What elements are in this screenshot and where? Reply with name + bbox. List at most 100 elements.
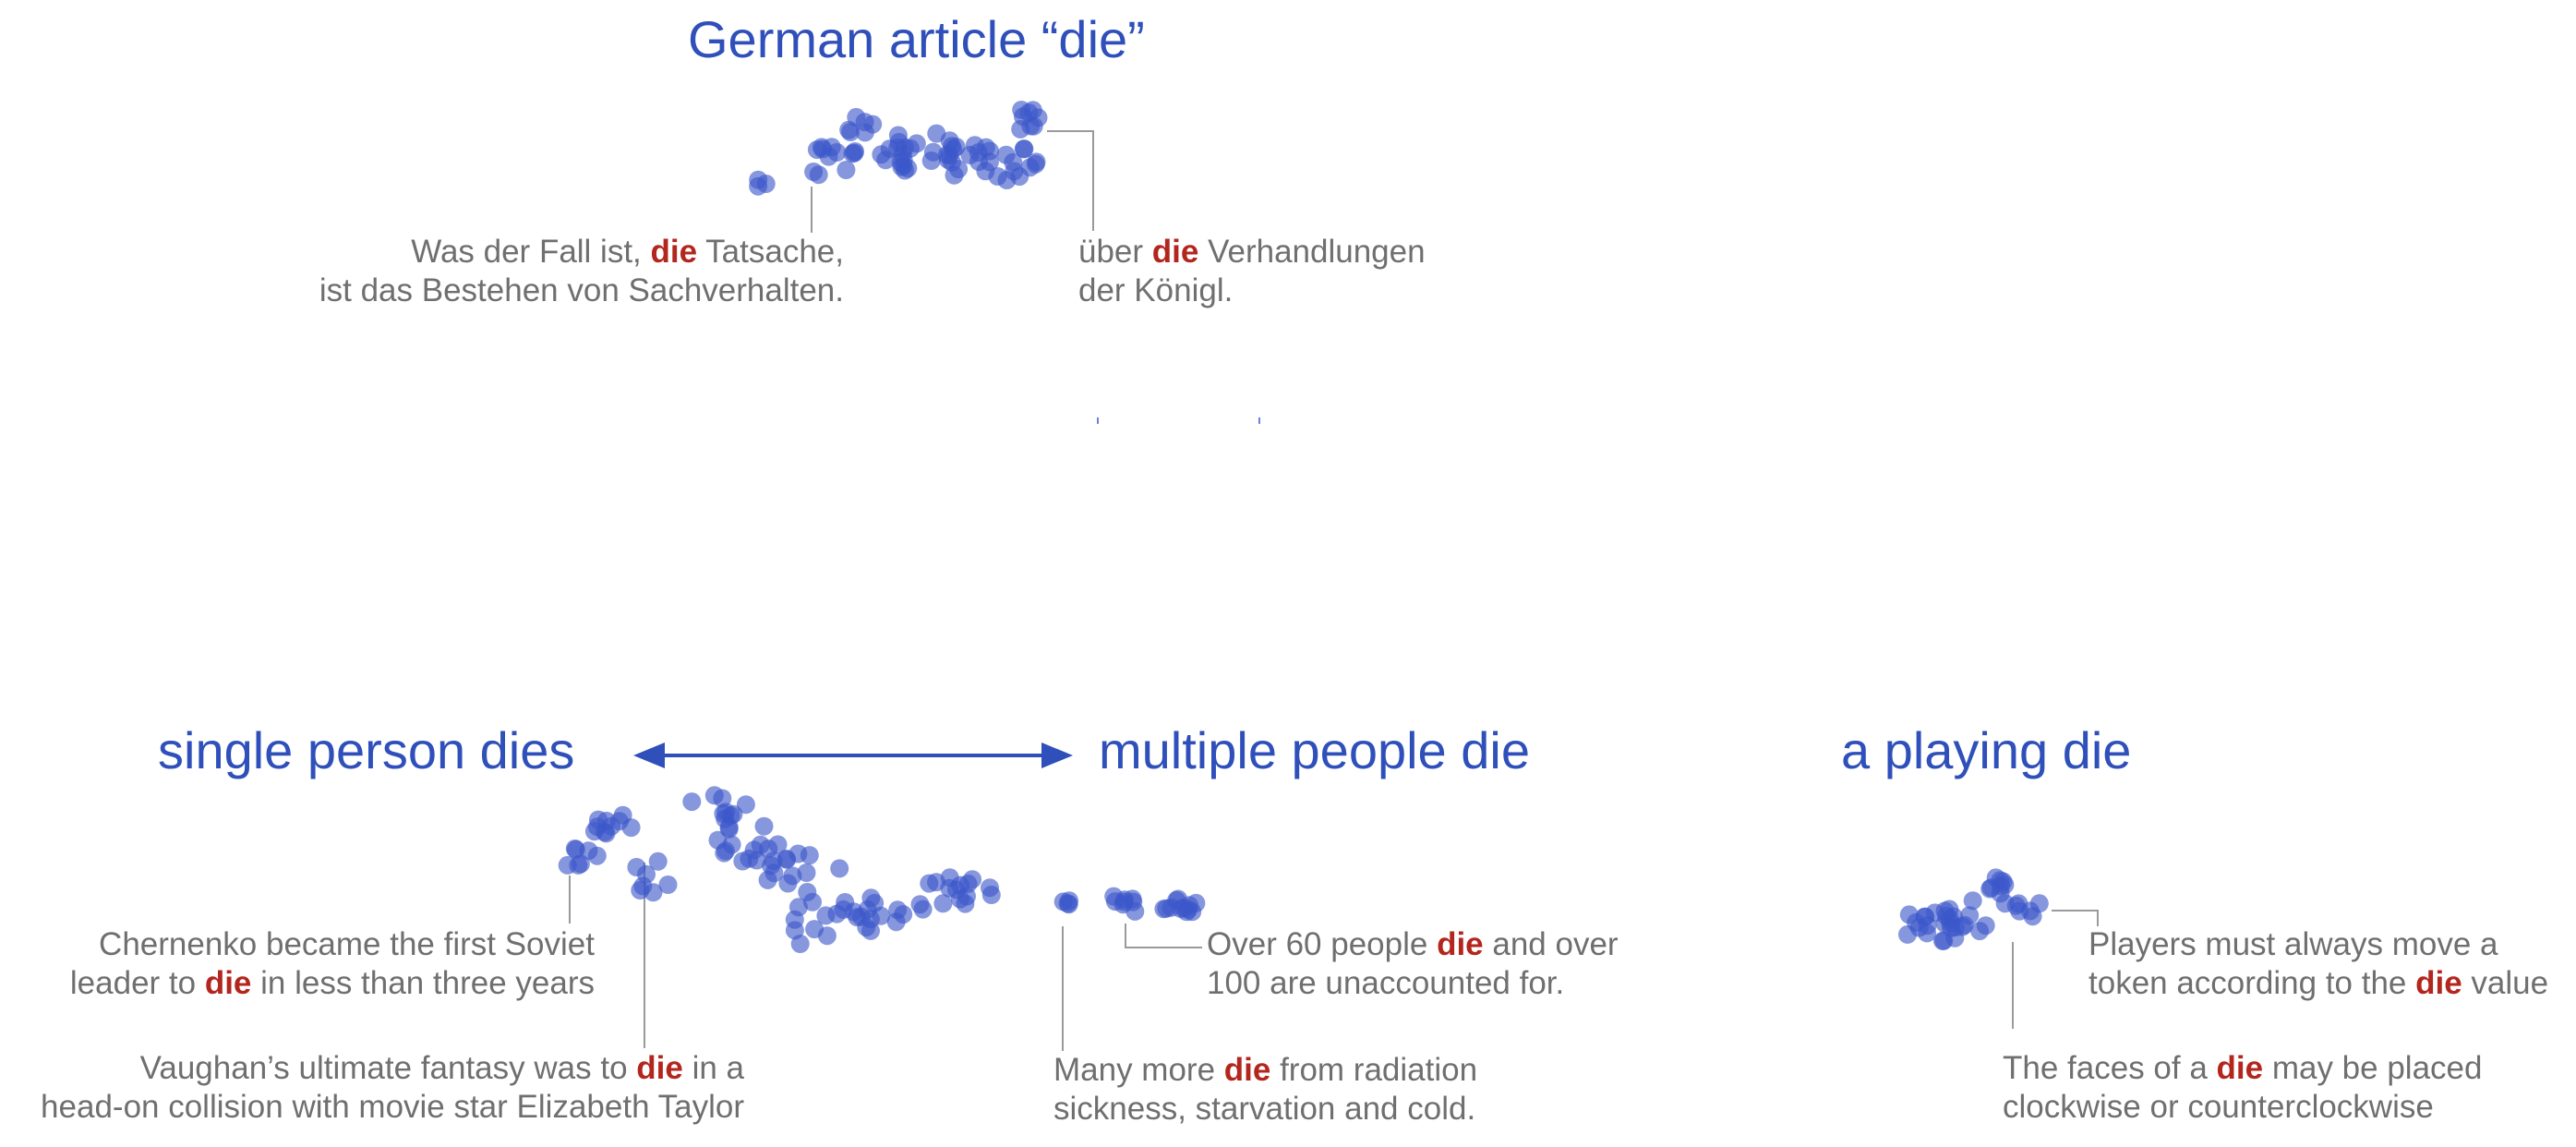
embedding-point — [940, 145, 959, 164]
connector-german-right — [1047, 130, 1094, 231]
embedding-point — [749, 170, 768, 189]
embedding-point — [1020, 158, 1040, 177]
embedding-point — [716, 841, 735, 861]
connector-players — [2052, 910, 2099, 926]
embedding-point — [945, 165, 964, 185]
caption-text: in a — [682, 1050, 744, 1086]
embedding-point — [1113, 895, 1133, 914]
embedding-point — [830, 859, 849, 878]
embedding-point — [921, 151, 941, 170]
embedding-point — [1167, 890, 1186, 910]
embedding-point — [587, 846, 607, 865]
embedding-points — [558, 101, 2049, 953]
embedding-point — [762, 856, 781, 875]
caption-line: der Königl. — [1078, 272, 1234, 308]
caption-radiation: Many more die from radiation sickness, s… — [1053, 1051, 1477, 1129]
stray-tick — [1258, 417, 1260, 424]
embedding-point — [587, 817, 607, 837]
caption-over-60: Over 60 people die and over 100 are unac… — [1207, 925, 1619, 1003]
caption-text: and over — [1483, 926, 1619, 962]
caption-text: Verhandlungen — [1198, 234, 1426, 270]
embedding-point — [846, 142, 864, 161]
caption-line: Vaughan’s ultimate fantasy was to die in… — [41, 1049, 744, 1088]
embedding-point — [1944, 907, 1963, 926]
caption-text: Vaughan’s ultimate fantasy was to — [139, 1050, 637, 1086]
embedding-point — [704, 786, 724, 805]
embedding-point — [927, 873, 945, 892]
embedding-point — [1015, 139, 1034, 159]
embedding-point — [778, 874, 798, 893]
embedding-point — [682, 792, 702, 812]
embedding-point — [804, 163, 824, 181]
caption-line: leader to die in less than three years — [70, 964, 595, 1003]
caption-text: Many more — [1053, 1052, 1224, 1088]
embedding-point — [900, 139, 920, 158]
caption-german-right: über die Verhandlungen der Königl. — [1078, 233, 1426, 310]
caption-line: Over 60 people die and over — [1207, 925, 1619, 964]
caption-line: Players must always move a — [2088, 926, 2498, 962]
caption-text: token according to the — [2088, 965, 2416, 1001]
keyword-die: die — [650, 234, 698, 270]
embedding-point — [1909, 918, 1929, 937]
double-arrow-right-head — [1041, 743, 1073, 768]
embedding-point — [733, 851, 752, 871]
embedding-point — [1976, 916, 1995, 936]
caption-line: Chernenko became the first Soviet — [99, 926, 595, 962]
caption-line: Many more die from radiation — [1053, 1051, 1477, 1090]
caption-line: sickness, starvation and cold. — [1053, 1091, 1476, 1127]
embedding-point — [571, 854, 590, 874]
keyword-die: die — [2415, 965, 2462, 1001]
embedding-point — [658, 875, 678, 894]
embedding-point — [988, 167, 1007, 186]
caption-text: The faces of a — [2003, 1050, 2217, 1086]
double-arrow — [633, 743, 1073, 768]
caption-text: Tatsache, — [697, 234, 844, 270]
double-arrow-left-head — [633, 743, 665, 768]
embedding-point — [803, 892, 822, 912]
embedding-point — [2010, 901, 2029, 921]
caption-line: Was der Fall ist, die Tatsache, — [319, 233, 844, 272]
embedding-point — [863, 115, 883, 134]
embedding-point — [847, 107, 866, 127]
embedding-point — [950, 889, 969, 909]
embedding-point — [965, 136, 984, 155]
caption-line: ist das Bestehen von Sachverhalten. — [319, 272, 844, 308]
caption-german-left: Was der Fall ist, die Tatsache, ist das … — [319, 233, 844, 310]
embedding-point — [958, 874, 978, 893]
embedding-point — [785, 910, 804, 929]
embedding-point — [627, 858, 646, 876]
embedding-point — [1019, 103, 1039, 122]
embedding-point — [861, 888, 881, 908]
caption-players: Players must always move a token accordi… — [2088, 925, 2548, 1003]
caption-faces: The faces of a die may be placed clockwi… — [2003, 1049, 2482, 1127]
embedding-point — [837, 161, 856, 179]
embedding-point — [1963, 891, 1982, 911]
embedding-point — [751, 835, 770, 854]
caption-text: may be placed — [2263, 1050, 2483, 1086]
embedding-point — [1058, 894, 1077, 913]
heading-single-person: single person dies — [158, 721, 575, 779]
embedding-point — [807, 140, 826, 160]
embedding-point — [797, 863, 816, 882]
keyword-die: die — [204, 965, 252, 1001]
embedding-point — [817, 926, 837, 946]
caption-line: clockwise or counterclockwise — [2003, 1089, 2434, 1125]
embedding-point — [609, 812, 629, 831]
embedding-point — [827, 904, 847, 924]
embedding-point — [872, 906, 891, 925]
embedding-point — [898, 159, 918, 178]
heading-multiple-people: multiple people die — [1099, 721, 1530, 779]
embedding-point — [648, 851, 668, 871]
embedding-point — [886, 912, 906, 932]
keyword-die: die — [2216, 1050, 2264, 1086]
embedding-point — [736, 795, 755, 815]
caption-text: über — [1078, 234, 1152, 270]
caption-text: value — [2462, 965, 2549, 1001]
caption-text: from radiation — [1270, 1052, 1478, 1088]
connector-over60 — [1125, 924, 1202, 948]
stray-tick — [1097, 417, 1099, 424]
embedding-point — [1960, 906, 1980, 925]
embedding-point — [1011, 119, 1030, 139]
caption-chernenko: Chernenko became the first Soviet leader… — [70, 925, 595, 1003]
